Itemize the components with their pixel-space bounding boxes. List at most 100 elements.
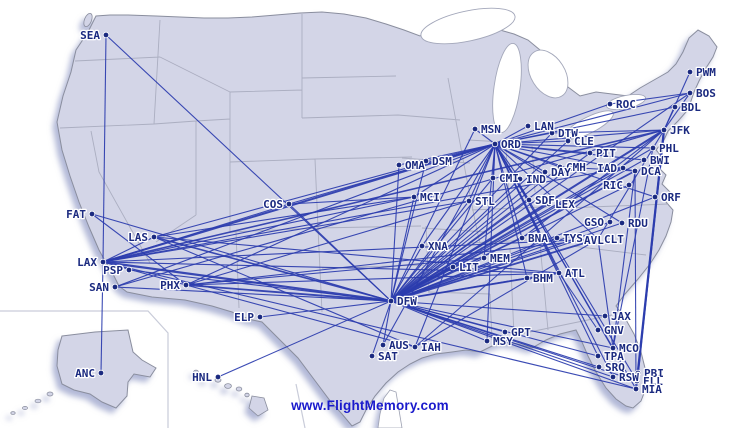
route-PHX-IAH [185, 284, 416, 348]
airport-dot-BNA [518, 234, 526, 242]
airport-dot-SEA [102, 31, 110, 39]
airport-dot-PHX [182, 281, 190, 289]
airport-dot-SDF [525, 196, 533, 204]
route-LAX-STL [102, 200, 470, 263]
airport-label-SDF: SDF [535, 194, 555, 207]
airport-dot-PWM [686, 68, 694, 76]
route-CMH-DFW [390, 166, 561, 302]
airport-dot-TYS [553, 234, 561, 242]
route-JFK-DFW [390, 129, 665, 302]
airport-label-GPT: GPT [511, 326, 531, 339]
route-LAX-COS [102, 203, 290, 263]
airport-label-TPA: TPA [604, 350, 624, 363]
airport-label-OMA: OMA [405, 159, 425, 172]
airport-dot-ATL [555, 269, 563, 277]
airport-label-BWI: BWI [650, 154, 670, 167]
route-BHM-ORD [494, 143, 528, 279]
airport-label-XNA: XNA [428, 240, 448, 253]
lake-michigan [492, 42, 522, 134]
airport-dot-CLT [594, 235, 602, 243]
route-PHX-STL [185, 200, 470, 286]
route-PSP-DFW [128, 269, 392, 302]
airport-dot-JFK [660, 126, 668, 134]
inset-borders [0, 310, 306, 428]
airport-dot-BWI [640, 156, 648, 164]
route-BOS-ORD [494, 92, 691, 145]
airport-dot-MSY [483, 337, 491, 345]
route-DTW-JFK [551, 129, 665, 134]
airport-label-IAH: IAH [421, 341, 441, 354]
airport-dot-AVL [574, 236, 582, 244]
route-XNA-DFW [390, 245, 423, 302]
route-MSY-DFW [390, 300, 488, 342]
route-RDU-ORD [494, 143, 623, 224]
route-DCA-ORD [494, 143, 636, 172]
airport-dot-PBI [634, 369, 642, 377]
airport-label-PHX: PHX [160, 279, 180, 292]
airport-dot-ELP [256, 313, 264, 321]
airport-label-MCO: MCO [619, 342, 639, 355]
airport-dot-OMA [395, 161, 403, 169]
island [83, 12, 93, 28]
route-JFK-BOS [663, 92, 691, 131]
airport-markers [88, 31, 694, 393]
airport-label-CLT: CLT [604, 233, 624, 246]
route-MCI-DFW [390, 196, 415, 302]
route-PHL-MCO [612, 147, 654, 349]
route-AUS-ORD [382, 143, 496, 346]
airport-dot-HNL [214, 373, 222, 381]
aleutian-island [22, 406, 28, 410]
route-CLT-DFW [390, 238, 599, 302]
airport-dot-IAD [619, 164, 627, 172]
route-AUS-DFW [382, 300, 392, 346]
route-GPT-DFW [390, 300, 506, 333]
airport-label-LEX: LEX [555, 198, 575, 211]
route-LAN-ORD [494, 125, 529, 145]
airport-label-IAD: IAD [597, 162, 617, 175]
route-SEA-DFW [105, 34, 392, 302]
route-ELP-DFW [259, 300, 392, 318]
airport-dot-MCI [410, 193, 418, 201]
aleutian-island [10, 411, 16, 415]
airport-label-SAT: SAT [378, 350, 398, 363]
website-link[interactable]: www.FlightMemory.com [291, 398, 449, 413]
lake-superior [420, 7, 516, 45]
airport-labels: SEA FAT LAS LAX PSP SAN PHX ELP ANC HNL COS OMA DSM M… [65, 28, 718, 398]
airport-label-SAN: SAN [89, 281, 109, 294]
airport-dot-LEX [545, 200, 553, 208]
airport-label-DFW: DFW [397, 295, 417, 308]
airport-label-RDU: RDU [628, 217, 648, 230]
airport-dot-TPA [594, 352, 602, 360]
airport-dot-BHM [523, 274, 531, 282]
route-DCA-MCO [612, 170, 636, 349]
route-PHX-ORD [185, 143, 496, 286]
route-ROC-ORD [494, 103, 611, 145]
route-TPA-ORD [494, 143, 599, 357]
route-PHL-ORD [494, 143, 654, 149]
airport-label-STL: STL [475, 195, 495, 208]
route-CLE-DFW [390, 140, 569, 302]
route-LAX-DFW [102, 260, 392, 303]
airport-dot-RIC [625, 181, 633, 189]
state-borders [59, 14, 669, 341]
airport-dot-FLL [633, 377, 641, 385]
landmass-group [10, 11, 718, 428]
route-ORF-ORD [494, 143, 656, 198]
airport-dot-SAT [368, 352, 376, 360]
route-SAN-JFK [114, 129, 665, 288]
route-COS-ORD [288, 143, 496, 205]
airport-dot-FAT [88, 210, 96, 218]
airport-label-GSO: GSO [584, 216, 604, 229]
airport-dot-GSO [606, 218, 614, 226]
airport-dot-IAH [411, 343, 419, 351]
airport-label-BNA: BNA [528, 232, 548, 245]
airport-label-LIT: LIT [459, 261, 479, 274]
route-FAT-DFW [91, 213, 392, 302]
airport-label-AUS: AUS [389, 339, 409, 352]
airport-label-PBI: PBI [644, 367, 664, 380]
airport-label-LAN: LAN [534, 120, 554, 133]
route-SEA-LAX [102, 34, 107, 263]
airport-label-MSN: MSN [481, 123, 501, 136]
route-DCA-MIA [634, 170, 637, 390]
